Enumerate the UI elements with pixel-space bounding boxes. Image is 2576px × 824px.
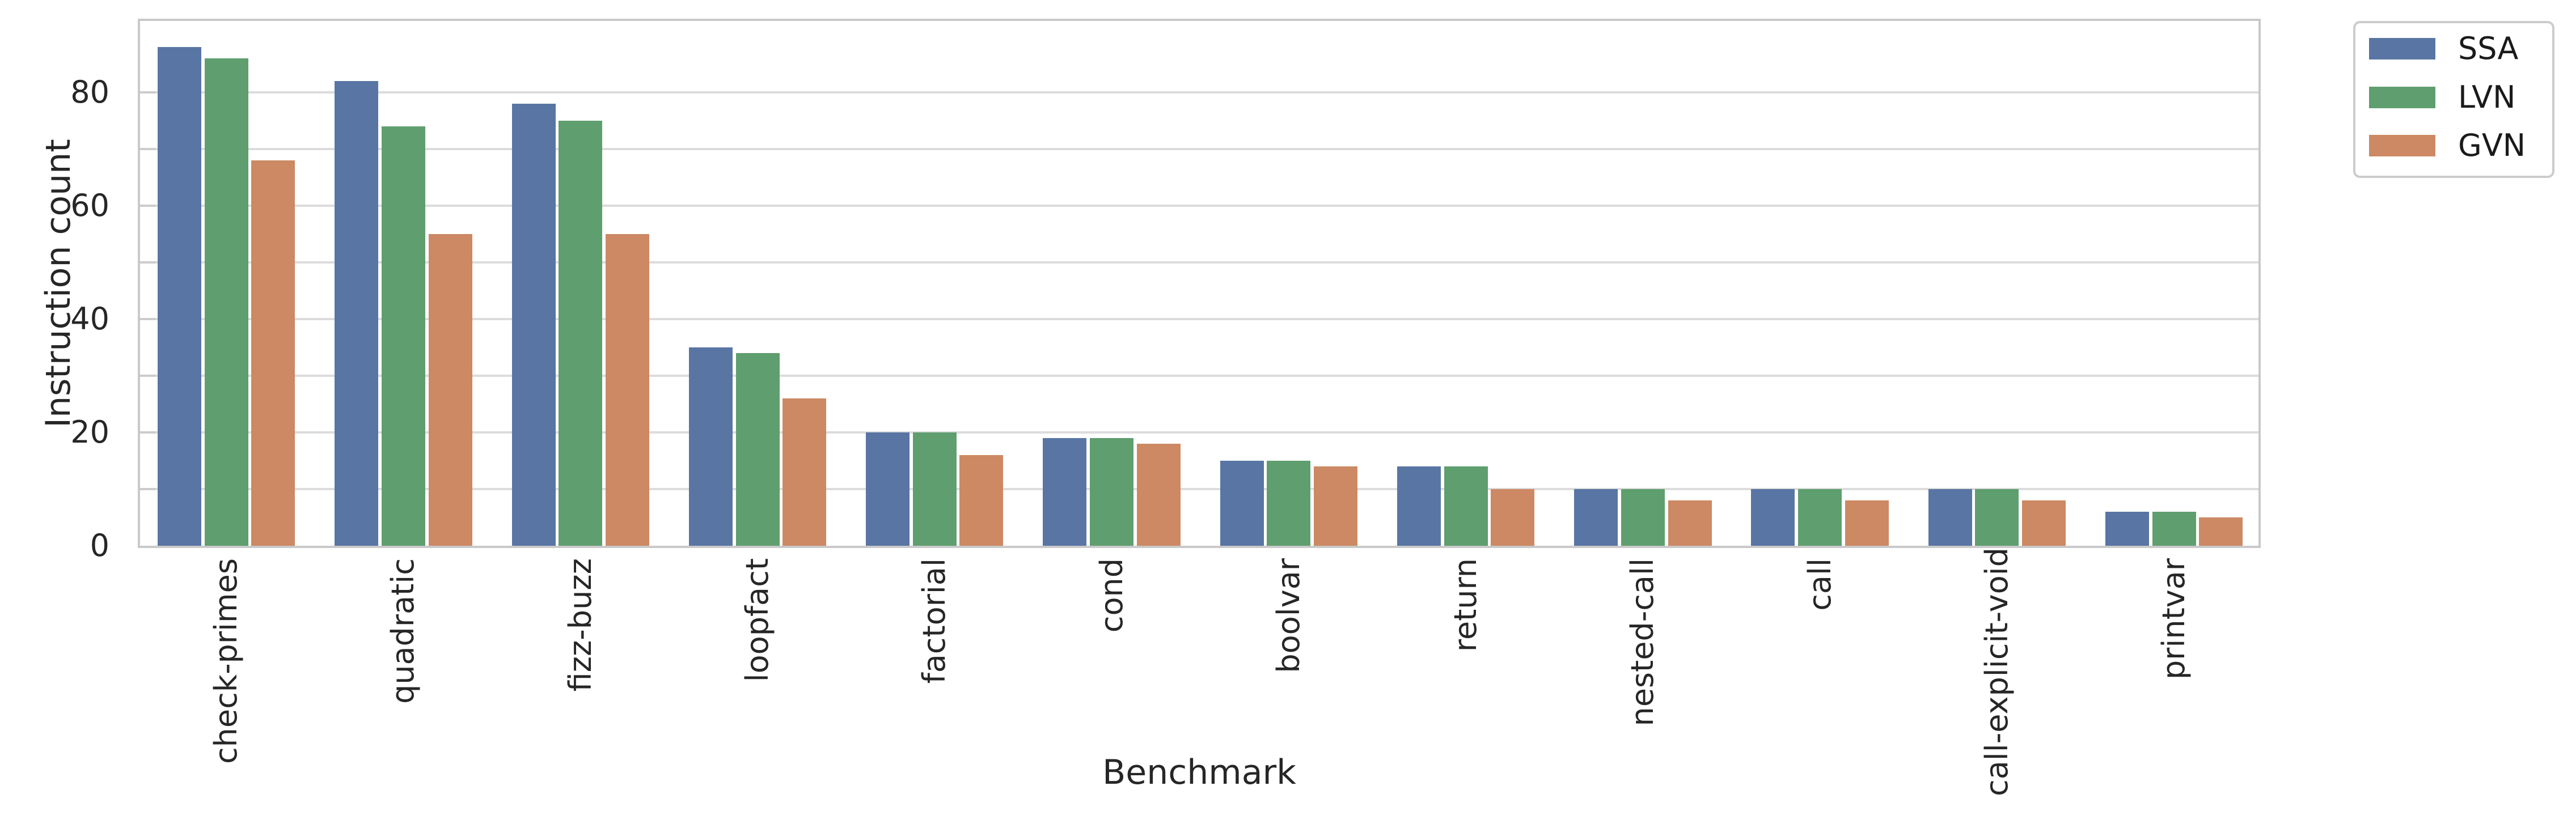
bar-quadratic-SSA — [335, 81, 379, 546]
bar-fizz-buzz-LVN — [559, 121, 603, 546]
bar-call-SSA — [1751, 489, 1795, 546]
bar-return-GVN — [1491, 489, 1535, 546]
y-tick-mark-10 — [140, 488, 156, 490]
y-tick-mark-30 — [140, 375, 156, 377]
bar-call-explicit-void-SSA — [1928, 489, 1972, 546]
x-category-label-call-explicit-void: call-explicit-void — [1978, 547, 2015, 796]
legend-item-LVN: LVN — [2355, 80, 2552, 114]
bar-check-primes-GVN — [251, 160, 295, 546]
bar-nested-call-SSA — [1574, 489, 1618, 546]
bar-loopfact-LVN — [735, 353, 780, 546]
bar-loopfact-SSA — [688, 347, 733, 546]
bar-cond-SSA — [1043, 438, 1087, 546]
y-tick-label-40: 40 — [70, 301, 109, 337]
bar-return-SSA — [1397, 466, 1441, 546]
y-tick-mark-50 — [140, 261, 156, 264]
bar-check-primes-LVN — [204, 58, 248, 546]
y-tick-label-80: 80 — [70, 74, 109, 110]
bar-nested-call-LVN — [1621, 489, 1665, 546]
gridline-10 — [140, 488, 2258, 490]
bar-fizz-buzz-SSA — [511, 104, 556, 546]
bar-quadratic-GVN — [428, 234, 472, 546]
legend-label-GVN: GVN — [2458, 128, 2526, 163]
legend: SSA LVN GVN — [2353, 21, 2554, 178]
bar-cond-LVN — [1090, 438, 1134, 546]
y-tick-label-20: 20 — [70, 414, 109, 450]
bar-nested-call-GVN — [1668, 500, 1712, 546]
legend-swatch-SSA — [2369, 38, 2435, 60]
bar-factorial-SSA — [866, 432, 910, 546]
x-category-label-return: return — [1448, 558, 1484, 652]
bar-call-explicit-void-LVN — [1975, 489, 2019, 546]
legend-swatch-LVN — [2369, 86, 2435, 108]
y-axis-title: Instruction count — [39, 139, 78, 428]
gridline-70 — [140, 148, 2258, 150]
plot-area — [138, 19, 2261, 548]
y-tick-mark-40 — [140, 318, 156, 320]
bar-printvar-SSA — [2105, 512, 2149, 546]
x-axis-title: Benchmark — [1102, 753, 1296, 792]
gridline-30 — [140, 375, 2258, 377]
x-category-label-printvar: printvar — [2156, 558, 2192, 680]
x-category-label-call: call — [1801, 558, 1838, 611]
legend-label-SSA: SSA — [2458, 31, 2519, 66]
y-tick-label-0: 0 — [90, 528, 109, 563]
bar-printvar-GVN — [2199, 517, 2243, 546]
x-category-label-factorial: factorial — [916, 558, 953, 684]
legend-swatch-GVN — [2369, 135, 2435, 156]
legend-label-LVN: LVN — [2458, 79, 2516, 115]
legend-item-SSA: SSA — [2355, 32, 2552, 66]
bar-call-GVN — [1845, 500, 1889, 546]
x-category-label-quadratic: quadratic — [385, 558, 421, 704]
bar-cond-GVN — [1136, 444, 1181, 546]
y-tick-mark-70 — [140, 148, 156, 150]
gridline-60 — [140, 205, 2258, 207]
bar-factorial-LVN — [912, 432, 957, 546]
gridline-40 — [140, 318, 2258, 320]
bar-fizz-buzz-GVN — [605, 234, 649, 546]
y-tick-mark-80 — [140, 91, 156, 94]
legend-item-GVN: GVN — [2355, 129, 2552, 163]
x-category-label-check-primes: check-primes — [208, 558, 244, 764]
bar-call-LVN — [1798, 489, 1842, 546]
bar-boolvar-GVN — [1314, 466, 1358, 546]
x-category-label-loopfact: loopfact — [739, 558, 775, 682]
y-tick-mark-60 — [140, 205, 156, 207]
bar-check-primes-SSA — [158, 47, 201, 546]
bar-quadratic-LVN — [381, 126, 425, 546]
y-tick-mark-20 — [140, 431, 156, 434]
bar-loopfact-GVN — [782, 398, 827, 546]
gridline-20 — [140, 431, 2258, 434]
bar-call-explicit-void-GVN — [2022, 500, 2066, 546]
bar-factorial-GVN — [959, 455, 1004, 546]
bar-boolvar-LVN — [1267, 461, 1311, 546]
bar-boolvar-SSA — [1220, 461, 1264, 546]
x-category-label-fizz-buzz: fizz-buzz — [562, 558, 598, 692]
y-tick-label-60: 60 — [70, 188, 109, 223]
bar-return-LVN — [1444, 466, 1488, 546]
gridline-80 — [140, 91, 2258, 94]
bar-printvar-LVN — [2152, 512, 2196, 546]
gridline-50 — [140, 261, 2258, 264]
x-category-label-nested-call: nested-call — [1625, 558, 1661, 727]
